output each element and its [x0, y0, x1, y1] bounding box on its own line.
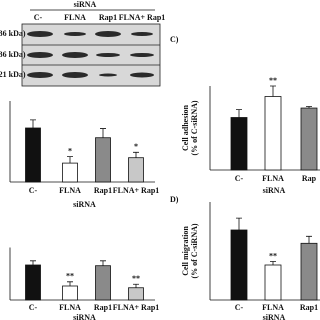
x-tick-label: FLNA [59, 303, 81, 312]
x-tick-label: Rap [302, 174, 317, 183]
band-label: (21 kDa) [0, 70, 26, 79]
bar [230, 117, 248, 171]
x-axis-label: siRNA [263, 313, 286, 320]
panel-label: D) [170, 195, 179, 204]
band [62, 52, 88, 58]
panel-label: C) [170, 35, 179, 44]
error-bar [306, 106, 312, 109]
error-bar [100, 260, 106, 266]
band [99, 73, 117, 77]
significance: ** [269, 251, 277, 260]
error-bar [30, 260, 36, 265]
bar [264, 96, 282, 171]
bar [25, 127, 41, 183]
band [27, 72, 53, 78]
x-tick-label: Rap1 [94, 186, 112, 195]
error-bar [236, 217, 242, 230]
significance: ** [269, 76, 277, 85]
bar [128, 157, 144, 183]
band-label: (36 kDa) [0, 50, 26, 59]
x-tick-label: C- [29, 186, 38, 195]
chart: D) Cell migration(% of C-siRNA) C- FLNA Rap1… [170, 195, 320, 320]
bar [62, 162, 78, 183]
error-bar [270, 85, 276, 97]
x-axis-label: siRNA [263, 186, 286, 195]
band [96, 53, 120, 57]
error-bar [67, 281, 73, 286]
bar [62, 285, 78, 301]
chart: C) Cell adhesion(% of C-siRNA) C- FLNA Rap **… [170, 35, 320, 195]
x-tick-label: C- [235, 303, 244, 312]
bar [230, 229, 248, 301]
significance: ** [132, 274, 140, 283]
band [27, 31, 53, 37]
x-tick-label: FLNA+ Rap1 [113, 303, 160, 312]
x-tick-label: FLNA [262, 174, 284, 183]
band [130, 53, 154, 57]
lane-label: FLNA+ Rap1 [119, 13, 166, 22]
error-bar [306, 235, 312, 244]
significance: * [68, 146, 72, 155]
x-axis-label: siRNA [73, 200, 96, 209]
error-bar [30, 119, 36, 128]
lane-label: FLNA [64, 13, 86, 22]
error-bar [270, 261, 276, 265]
bar [300, 242, 318, 301]
band [131, 32, 153, 36]
band [130, 72, 154, 78]
x-tick-label: FLNA [262, 303, 284, 312]
x-axis-label: siRNA [73, 313, 96, 320]
x-tick-label: C- [29, 303, 38, 312]
x-tick-label: Rap1 [94, 303, 112, 312]
chart: C- FLNA Rap1 FLNA+ Rap1 ** ** siRNA [9, 247, 160, 320]
x-tick-label: FLNA [59, 186, 81, 195]
error-bar [67, 156, 73, 164]
error-bar [236, 109, 242, 118]
error-bar [133, 283, 139, 288]
bar [95, 137, 111, 183]
lane-label: Rap1 [99, 13, 117, 22]
significance: ** [66, 272, 74, 281]
error-bar [133, 151, 139, 158]
significance: * [134, 142, 138, 151]
x-tick-label: FLNA+ Rap1 [113, 186, 160, 195]
blot-header: siRNA [74, 0, 97, 9]
western-blot: siRNA C- FLNA Rap1 FLNA+ Rap1 (36 kDa) (… [0, 0, 166, 87]
bar [25, 264, 41, 301]
bar [264, 264, 282, 301]
chart: C- FLNA Rap1 FLNA+ Rap1 * * siRNA [9, 101, 160, 209]
y-axis-label: Cell adhesion(% of C-siRNA) [181, 100, 199, 155]
x-tick-label: Rap1 [300, 303, 318, 312]
x-tick-label: C- [235, 174, 244, 183]
y-axis-label: Cell migration(% of C-siRNA) [181, 223, 199, 278]
error-bar [100, 128, 106, 138]
bar [300, 107, 318, 171]
lane-label: C- [34, 13, 43, 22]
bar [95, 265, 111, 301]
band [62, 72, 88, 78]
band [64, 32, 86, 36]
band [95, 31, 121, 37]
band-label: (36 kDa) [0, 29, 26, 38]
band [27, 52, 53, 58]
bar [128, 287, 144, 301]
